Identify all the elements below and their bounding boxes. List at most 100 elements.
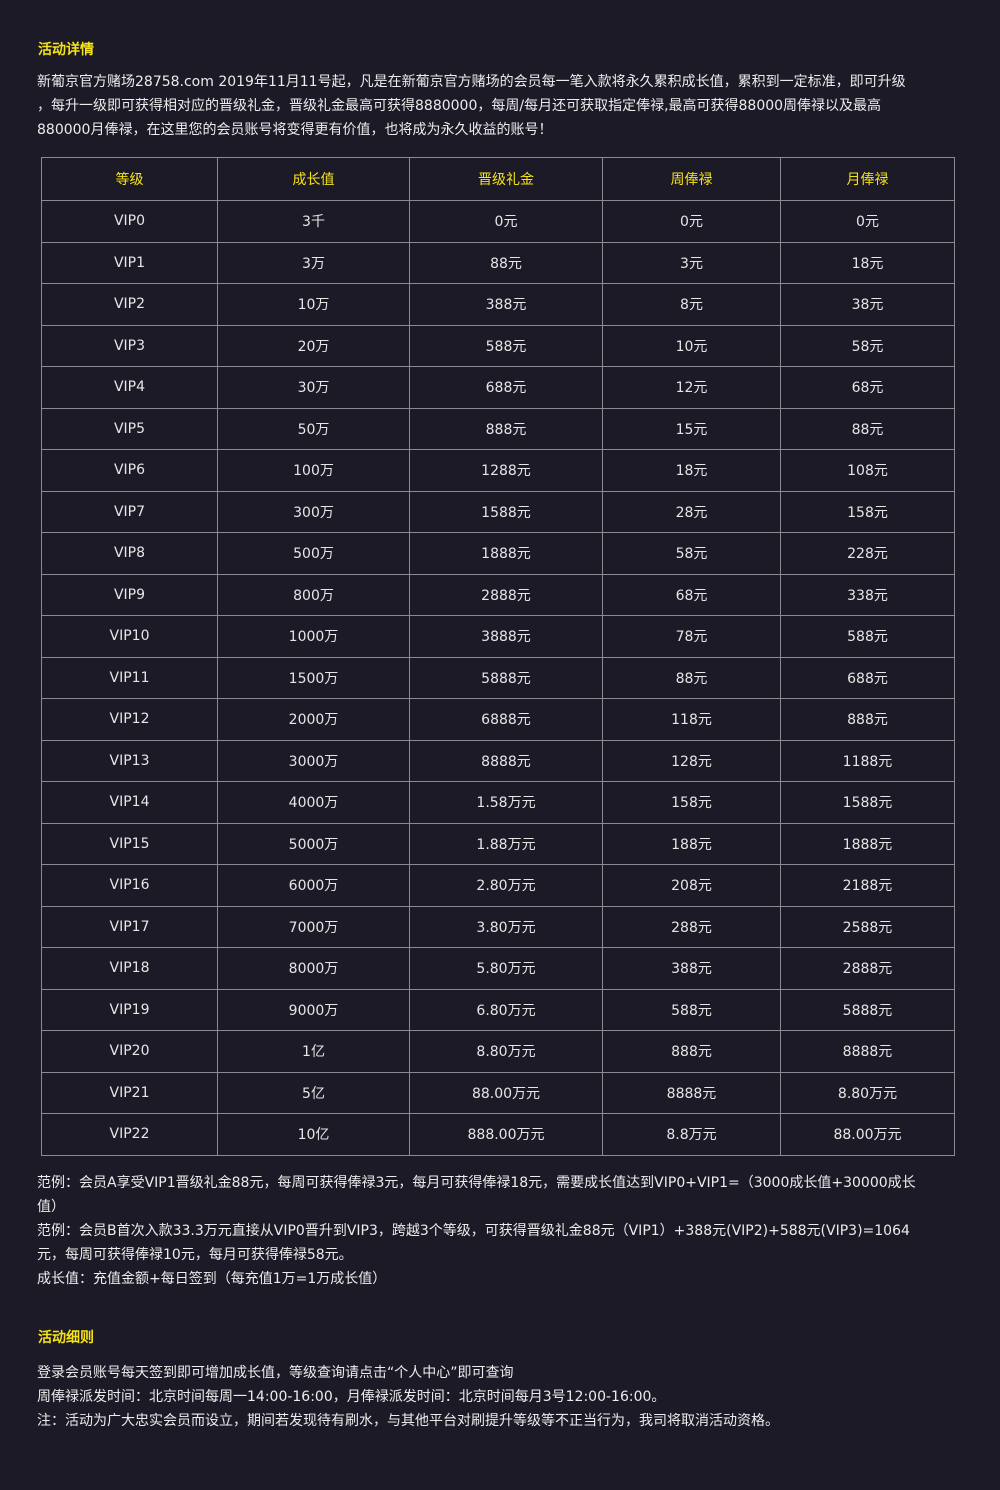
cell-growth: 4000万 <box>217 781 410 824</box>
details-title: 活动详情 <box>38 42 94 58</box>
cell-weekly-salary: 158元 <box>602 781 781 824</box>
cell-promotion-bonus: 5888元 <box>409 656 603 699</box>
cell-weekly-salary: 888元 <box>602 1030 781 1073</box>
cell-growth: 30万 <box>217 366 410 409</box>
cell-level: VIP1 <box>41 241 218 284</box>
cell-monthly-salary: 338元 <box>780 573 955 616</box>
cell-level: VIP17 <box>41 905 218 948</box>
cell-level: VIP10 <box>41 615 218 658</box>
cell-promotion-bonus: 1588元 <box>409 490 603 533</box>
rules-text: 登录会员账号每天签到即可增加成长值，等级查询请点击“个人中心”即可查询 周俸禄派… <box>37 1361 962 1433</box>
table-row: VIP12 2000万 6888元 118元 888元 <box>41 698 955 741</box>
cell-growth: 6000万 <box>217 864 410 907</box>
cell-weekly-salary: 0元 <box>602 200 781 243</box>
vip-table: 等级 成长值 晋级礼金 周俸禄 月俸禄 VIP0 3千 0元 0元 0元 VIP1 3万 88… <box>41 157 955 1156</box>
cell-growth: 800万 <box>217 573 410 616</box>
cell-promotion-bonus: 1288元 <box>409 449 603 492</box>
cell-monthly-salary: 5888元 <box>780 988 955 1031</box>
cell-monthly-salary: 888元 <box>780 698 955 741</box>
cell-weekly-salary: 128元 <box>602 739 781 782</box>
cell-monthly-salary: 38元 <box>780 283 955 326</box>
cell-level: VIP20 <box>41 1030 218 1073</box>
cell-growth: 7000万 <box>217 905 410 948</box>
cell-level: VIP19 <box>41 988 218 1031</box>
cell-promotion-bonus: 688元 <box>409 366 603 409</box>
table-row: VIP19 9000万 6.80万元 588元 5888元 <box>41 988 955 1031</box>
cell-promotion-bonus: 2.80万元 <box>409 864 603 907</box>
table-row: VIP15 5000万 1.88万元 188元 1888元 <box>41 822 955 865</box>
cell-growth: 9000万 <box>217 988 410 1031</box>
cell-promotion-bonus: 1.58万元 <box>409 781 603 824</box>
cell-level: VIP13 <box>41 739 218 782</box>
header-level: 等级 <box>41 157 218 201</box>
cell-growth: 3千 <box>217 200 410 243</box>
cell-weekly-salary: 8888元 <box>602 1071 781 1114</box>
cell-growth: 20万 <box>217 324 410 367</box>
table-row: VIP13 3000万 8888元 128元 1188元 <box>41 739 955 782</box>
cell-weekly-salary: 78元 <box>602 615 781 658</box>
header-promotion-bonus: 晋级礼金 <box>409 157 603 201</box>
cell-promotion-bonus: 8.80万元 <box>409 1030 603 1073</box>
cell-growth: 10万 <box>217 283 410 326</box>
note-line: 范例：会员B首次入款33.3万元直接从VIP0晋升到VIP3，跨越3个等级，可获… <box>37 1223 910 1239</box>
cell-weekly-salary: 3元 <box>602 241 781 284</box>
table-row: VIP16 6000万 2.80万元 208元 2188元 <box>41 864 955 907</box>
cell-weekly-salary: 10元 <box>602 324 781 367</box>
cell-weekly-salary: 588元 <box>602 988 781 1031</box>
cell-level: VIP4 <box>41 366 218 409</box>
note-line: 成长值：充值金额+每日签到（每充值1万=1万成长值） <box>37 1271 387 1287</box>
cell-promotion-bonus: 888.00万元 <box>409 1113 603 1156</box>
cell-monthly-salary: 588元 <box>780 615 955 658</box>
intro-line: ，每升一级即可获得相对应的晋级礼金，晋级礼金最高可获得8880000，每周/每月… <box>37 98 882 114</box>
cell-weekly-salary: 208元 <box>602 864 781 907</box>
cell-weekly-salary: 8.8万元 <box>602 1113 781 1156</box>
cell-level: VIP6 <box>41 449 218 492</box>
cell-promotion-bonus: 1888元 <box>409 532 603 575</box>
cell-monthly-salary: 2888元 <box>780 947 955 990</box>
cell-weekly-salary: 88元 <box>602 656 781 699</box>
cell-level: VIP9 <box>41 573 218 616</box>
intro-text: 新葡京官方赌场28758.com 2019年11月11号起，凡是在新葡京官方赌场… <box>37 70 962 142</box>
rule-line: 周俸禄派发时间：北京时间每周一14:00-16:00，月俸禄派发时间：北京时间每… <box>37 1389 666 1405</box>
table-row: VIP5 50万 888元 15元 88元 <box>41 407 955 450</box>
cell-monthly-salary: 8888元 <box>780 1030 955 1073</box>
table-row: VIP7 300万 1588元 28元 158元 <box>41 490 955 533</box>
table-row: VIP4 30万 688元 12元 68元 <box>41 366 955 409</box>
cell-level: VIP5 <box>41 407 218 450</box>
table-row: VIP8 500万 1888元 58元 228元 <box>41 532 955 575</box>
table-body: VIP0 3千 0元 0元 0元 VIP1 3万 88元 3元 18元 VIP2 10万 388元 8元 3… <box>41 200 955 1156</box>
cell-growth: 5亿 <box>217 1071 410 1114</box>
cell-growth: 1000万 <box>217 615 410 658</box>
cell-weekly-salary: 388元 <box>602 947 781 990</box>
cell-level: VIP2 <box>41 283 218 326</box>
cell-weekly-salary: 8元 <box>602 283 781 326</box>
cell-weekly-salary: 118元 <box>602 698 781 741</box>
cell-level: VIP14 <box>41 781 218 824</box>
cell-monthly-salary: 1888元 <box>780 822 955 865</box>
cell-level: VIP12 <box>41 698 218 741</box>
cell-monthly-salary: 108元 <box>780 449 955 492</box>
table-row: VIP17 7000万 3.80万元 288元 2588元 <box>41 905 955 948</box>
cell-monthly-salary: 88元 <box>780 407 955 450</box>
cell-promotion-bonus: 588元 <box>409 324 603 367</box>
cell-weekly-salary: 12元 <box>602 366 781 409</box>
table-row: VIP2 10万 388元 8元 38元 <box>41 283 955 326</box>
cell-promotion-bonus: 88.00万元 <box>409 1071 603 1114</box>
cell-monthly-salary: 88.00万元 <box>780 1113 955 1156</box>
cell-promotion-bonus: 5.80万元 <box>409 947 603 990</box>
cell-growth: 8000万 <box>217 947 410 990</box>
cell-growth: 3万 <box>217 241 410 284</box>
cell-monthly-salary: 2188元 <box>780 864 955 907</box>
cell-monthly-salary: 8.80万元 <box>780 1071 955 1114</box>
cell-growth: 500万 <box>217 532 410 575</box>
cell-growth: 50万 <box>217 407 410 450</box>
table-row: VIP3 20万 588元 10元 58元 <box>41 324 955 367</box>
note-line: 元，每周可获得俸禄10元，每月可获得俸禄58元。 <box>37 1247 353 1263</box>
cell-promotion-bonus: 388元 <box>409 283 603 326</box>
cell-growth: 5000万 <box>217 822 410 865</box>
cell-monthly-salary: 2588元 <box>780 905 955 948</box>
cell-promotion-bonus: 888元 <box>409 407 603 450</box>
cell-weekly-salary: 58元 <box>602 532 781 575</box>
cell-monthly-salary: 18元 <box>780 241 955 284</box>
header-weekly-salary: 周俸禄 <box>602 157 781 201</box>
